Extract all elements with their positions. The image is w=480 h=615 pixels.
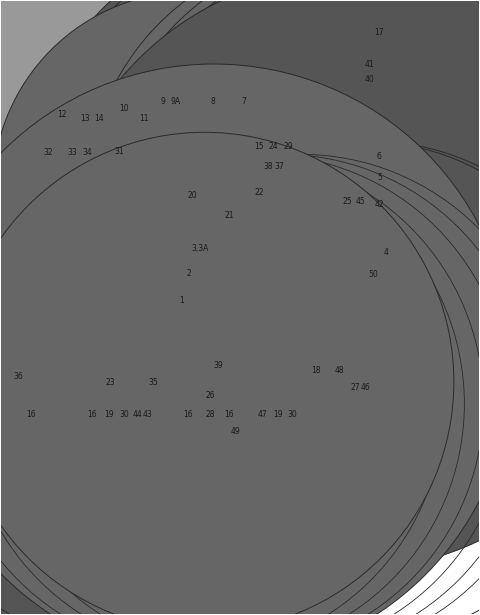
Text: 1: 1: [179, 296, 183, 304]
Text: 16: 16: [183, 410, 193, 419]
Text: 6: 6: [377, 152, 382, 161]
Circle shape: [39, 0, 478, 383]
Circle shape: [60, 0, 458, 344]
Text: 35: 35: [148, 378, 158, 387]
Text: 36: 36: [13, 371, 23, 381]
Text: 40: 40: [364, 75, 374, 84]
Circle shape: [42, 0, 480, 327]
Text: 44: 44: [133, 410, 143, 419]
Text: 26: 26: [205, 391, 215, 400]
Circle shape: [0, 0, 350, 370]
Text: 25: 25: [342, 197, 352, 207]
Text: 42: 42: [375, 200, 384, 209]
Text: 30: 30: [120, 410, 129, 419]
Circle shape: [0, 0, 364, 429]
Circle shape: [51, 0, 480, 570]
Text: 16: 16: [87, 410, 96, 419]
Text: 47: 47: [257, 410, 267, 419]
Text: 9A: 9A: [170, 97, 180, 106]
Text: 16: 16: [224, 410, 233, 419]
Text: 15: 15: [254, 142, 264, 151]
Text: 28: 28: [205, 410, 215, 419]
Text: 7: 7: [241, 97, 246, 106]
Text: 19: 19: [104, 410, 114, 419]
Text: 48: 48: [335, 365, 344, 375]
Text: 22: 22: [254, 188, 264, 197]
Text: 12: 12: [57, 110, 67, 119]
Text: 18: 18: [311, 365, 320, 375]
Text: 23: 23: [105, 378, 115, 387]
Text: 20: 20: [187, 191, 197, 200]
Circle shape: [0, 154, 383, 615]
Text: 24: 24: [269, 142, 278, 151]
Text: 4: 4: [384, 248, 388, 257]
Circle shape: [0, 0, 392, 391]
Text: 34: 34: [82, 148, 92, 157]
Text: 5: 5: [377, 173, 382, 182]
Text: 13: 13: [80, 114, 90, 123]
Text: 11: 11: [140, 114, 149, 123]
Text: 45: 45: [356, 197, 366, 207]
Circle shape: [86, 0, 480, 449]
Text: 17: 17: [374, 28, 384, 37]
Text: 39: 39: [213, 360, 223, 370]
Circle shape: [0, 0, 305, 339]
Text: 10: 10: [120, 104, 129, 113]
Circle shape: [0, 154, 392, 615]
Circle shape: [0, 0, 289, 368]
Text: 38: 38: [263, 162, 273, 171]
Text: 37: 37: [275, 162, 284, 171]
Text: 16: 16: [26, 410, 36, 419]
Text: 31: 31: [115, 147, 124, 156]
Text: 19: 19: [274, 410, 283, 419]
Text: 3,3A: 3,3A: [191, 244, 208, 253]
Text: 27: 27: [350, 383, 360, 392]
Text: 8: 8: [210, 97, 215, 106]
Text: 43: 43: [143, 410, 152, 419]
Text: 41: 41: [364, 60, 374, 69]
Text: 32: 32: [44, 148, 53, 157]
Text: 46: 46: [360, 383, 371, 392]
Text: 14: 14: [95, 114, 104, 123]
Text: 2: 2: [186, 269, 191, 277]
Text: 30: 30: [288, 410, 298, 419]
Circle shape: [0, 132, 454, 615]
Text: 29: 29: [283, 142, 293, 151]
Text: 49: 49: [230, 427, 240, 436]
Text: 50: 50: [368, 270, 378, 279]
Text: 33: 33: [68, 148, 77, 157]
Text: 9: 9: [160, 97, 166, 106]
Circle shape: [0, 64, 480, 615]
Text: 21: 21: [225, 211, 234, 220]
